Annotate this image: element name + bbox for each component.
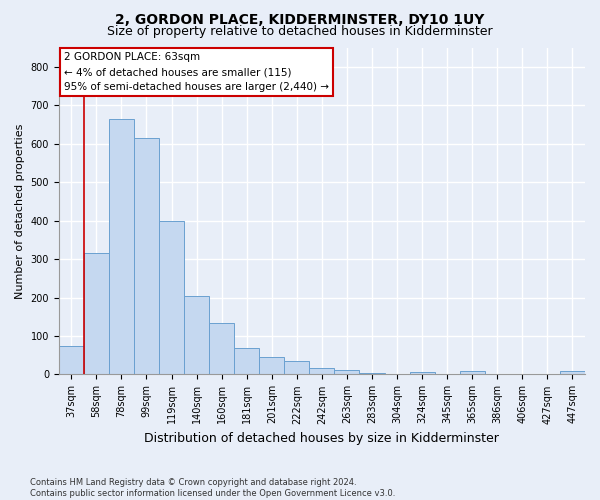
Bar <box>209 322 234 374</box>
Y-axis label: Number of detached properties: Number of detached properties <box>15 124 25 298</box>
Bar <box>334 370 359 374</box>
Bar <box>410 372 434 374</box>
Bar <box>284 361 310 374</box>
Bar <box>259 357 284 374</box>
Bar <box>109 118 134 374</box>
Text: Contains HM Land Registry data © Crown copyright and database right 2024.
Contai: Contains HM Land Registry data © Crown c… <box>30 478 395 498</box>
Bar <box>159 220 184 374</box>
Bar <box>460 372 485 374</box>
Bar <box>134 138 159 374</box>
Bar <box>84 254 109 374</box>
Bar <box>59 346 84 374</box>
Text: 2, GORDON PLACE, KIDDERMINSTER, DY10 1UY: 2, GORDON PLACE, KIDDERMINSTER, DY10 1UY <box>115 12 485 26</box>
X-axis label: Distribution of detached houses by size in Kidderminster: Distribution of detached houses by size … <box>145 432 499 445</box>
Bar <box>184 296 209 374</box>
Bar <box>560 372 585 374</box>
Bar <box>359 372 385 374</box>
Bar <box>310 368 334 374</box>
Text: 2 GORDON PLACE: 63sqm
← 4% of detached houses are smaller (115)
95% of semi-deta: 2 GORDON PLACE: 63sqm ← 4% of detached h… <box>64 52 329 92</box>
Bar <box>234 348 259 374</box>
Text: Size of property relative to detached houses in Kidderminster: Size of property relative to detached ho… <box>107 25 493 38</box>
